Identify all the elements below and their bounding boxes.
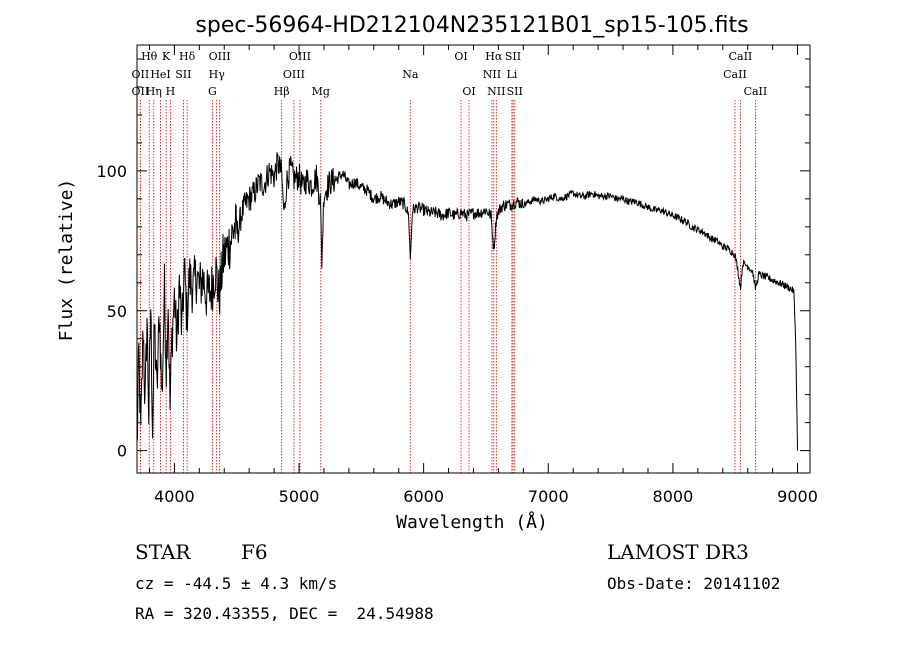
line-label-Na: Na	[402, 68, 419, 81]
line-label-H-delta: Hδ	[179, 50, 196, 63]
y-tick-label: 0	[117, 442, 127, 461]
spectrum-series-flux	[136, 152, 799, 451]
line-label-OI-b: OI	[462, 85, 475, 98]
chart-title: spec-56964-HD212104N235121B01_sp15-105.f…	[195, 13, 748, 38]
line-label-OII-low: OII	[132, 85, 150, 98]
x-tick-label: 4000	[154, 487, 195, 506]
x-tick-label: 6000	[403, 487, 444, 506]
redshift-cz: cz = -44.5 ± 4.3 km/s	[135, 574, 337, 593]
axis-tick-labels: 4000 5000 6000 7000 8000 9000 0 50 100	[96, 162, 817, 506]
line-label-G: G	[208, 85, 217, 98]
x-tick-label: 5000	[279, 487, 320, 506]
line-label-NII-b: NII	[487, 85, 505, 98]
y-tick-label: 100	[96, 162, 127, 181]
line-label-SII-b: SII	[505, 50, 521, 63]
x-tick-label: 9000	[777, 487, 818, 506]
line-label-NII-a: NII	[483, 68, 501, 81]
line-label-K: K	[162, 50, 171, 63]
y-axis-label: Flux (relative)	[56, 179, 77, 342]
line-label-OIII-b: OIII	[283, 68, 305, 81]
y-tick-label: 50	[107, 302, 127, 321]
line-label-CaII-a: CaII	[723, 68, 747, 81]
line-label-OII: OII	[132, 68, 150, 81]
plot-frame	[136, 44, 811, 474]
x-tick-label: 8000	[653, 487, 694, 506]
line-label-H-beta: Hβ	[274, 85, 290, 98]
survey-name: LAMOST DR3	[607, 540, 749, 564]
line-label-OIII-c: OIII	[289, 50, 311, 63]
line-label-CaII-c: CaII	[744, 85, 768, 98]
line-label-Mg: Mg	[312, 85, 330, 98]
line-label-SII-c: SII	[507, 85, 523, 98]
line-label-H-gamma: Hγ	[209, 68, 226, 81]
line-label-H-theta: Hθ	[141, 50, 158, 63]
line-label-OI-a: OI	[454, 50, 467, 63]
line-label-H-eta: Hη	[146, 85, 162, 98]
object-subclass: F6	[241, 540, 268, 564]
line-label-H: H	[166, 85, 176, 98]
object-class: STAR	[135, 540, 191, 564]
line-label-CaII-b: CaII	[729, 50, 753, 63]
x-axis-label: Wavelength (Å)	[396, 511, 548, 533]
spectral-line-labels: OII OII Hθ Hη HeI K H SII Hδ G Hγ OIII Hβ OIII OIII Mg N…	[132, 50, 768, 98]
axis-ticks	[137, 45, 810, 473]
line-label-SII-a: SII	[175, 68, 191, 81]
x-tick-label: 7000	[528, 487, 569, 506]
line-label-Li: Li	[506, 68, 517, 81]
obs-date: Obs-Date: 20141102	[607, 574, 780, 593]
spectral-line-markers	[139, 100, 756, 473]
line-label-H-alpha: Hα	[485, 50, 503, 63]
line-label-OIII-a: OIII	[209, 50, 231, 63]
line-label-HeI: HeI	[150, 68, 170, 81]
coordinates: RA = 320.43355, DEC = 24.54988	[135, 604, 434, 623]
